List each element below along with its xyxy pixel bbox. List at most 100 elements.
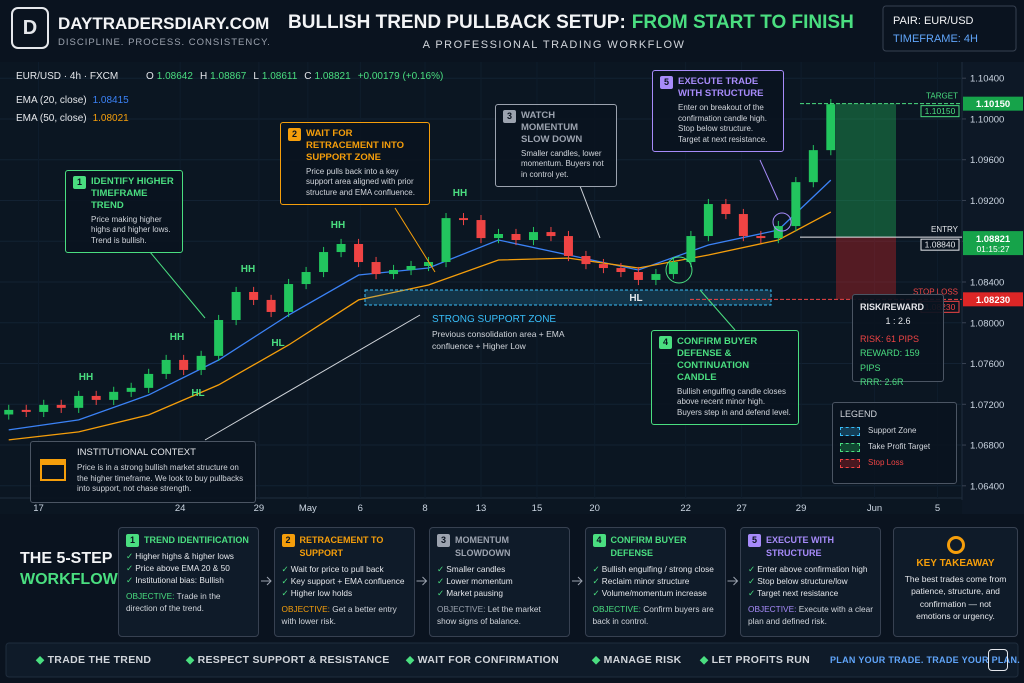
pivot-label: HL (271, 338, 284, 349)
context-body: Price is in a strong bullish market stru… (77, 462, 244, 494)
workflow-step: 4 CONFIRM BUYER DEFENSE ✓ Bullish engulfin… (584, 527, 726, 637)
candle-body (214, 320, 224, 356)
quote-key: C (304, 71, 311, 82)
check: ✓ (748, 588, 758, 599)
callout-head: 5 EXECUTE TRADE WITH STRUCTURE (660, 76, 776, 100)
step-item: ✓ Institutional bias: Bullish (126, 574, 251, 586)
step-head: 2 RETRACEMENT TO SUPPORT (281, 534, 407, 560)
step-list: ✓ Enter above confirmation high ✓ Stop be… (748, 563, 873, 599)
candle-body (756, 236, 766, 239)
step-item: ✓ Key support + EMA confluence (282, 575, 407, 587)
legend-item: Stop Loss (840, 458, 949, 469)
candle-body (563, 236, 573, 257)
objective-label: OBJECTIVE: (281, 604, 330, 615)
pair-box (882, 5, 1017, 52)
legend-swatch (840, 458, 860, 468)
objective-text: Confirm buyers are back in control. (592, 604, 714, 627)
step-number: 2 (281, 534, 295, 547)
footer-logo (988, 649, 1008, 671)
flow-arrow (416, 576, 428, 586)
callout: 5 EXECUTE TRADE WITH STRUCTURE Enter on br… (652, 70, 784, 152)
check: ✓ (281, 576, 291, 587)
y-tick-label: 1.10000 (970, 114, 1004, 125)
risk-title: RISK/REWARD (860, 302, 925, 312)
check: ✓ (592, 576, 602, 587)
legend-text: Take Profit Target (868, 441, 931, 451)
callout: 2 WAIT FOR RETRACEMENT INTO SUPPORT ZONE P… (280, 122, 430, 206)
step-head: 3 MOMENTUM SLOWDOWN (437, 534, 562, 560)
check: ✓ (281, 564, 291, 574)
step-list: ✓ Higher highs & higher lows ✓ Price abov… (126, 550, 251, 586)
confirm-circle (665, 256, 693, 284)
quote-value: 1.08821 (315, 71, 352, 82)
item-text: Key support + EMA confluence (290, 576, 405, 587)
support-body: Previous consolidation area + EMA conflu… (432, 329, 565, 352)
candle-body (109, 391, 119, 400)
footer-text: RESPECT SUPPORT & RESISTANCE (197, 654, 390, 666)
stop-loss-zone (836, 237, 896, 300)
tagline: DISCIPLINE. PROCESS. CONSISTENCY. (58, 37, 271, 48)
legend-value: 1.08415 (93, 95, 130, 106)
legend-entry: EMA (50, close) (16, 113, 87, 124)
step-item: ✓ Enter above confirmation high (748, 563, 873, 575)
footer-text: TRADE THE TREND (47, 654, 152, 666)
pivot-label: HH (241, 264, 255, 275)
quote-value: 1.08642 (157, 71, 194, 82)
callout-title: WAIT FOR RETRACEMENT INTO SUPPORT ZONE (306, 128, 404, 163)
stop-axis-label: 1.08230 (976, 295, 1010, 306)
callout-number: 3 (503, 110, 516, 123)
objective-label: OBJECTIVE: (748, 604, 797, 615)
candle-body (406, 266, 416, 270)
y-tick-label: 1.06400 (970, 481, 1004, 492)
entry-circle (772, 212, 792, 232)
step-list: ✓ Bullish engulfing / strong close ✓ Recl… (593, 563, 718, 599)
item-text: Wait for price to pull back (290, 564, 384, 574)
workflow-step: 1 TREND IDENTIFICATION ✓ Higher highs & hi… (118, 527, 259, 637)
y-tick-label: 1.08400 (970, 278, 1004, 289)
risk-pips: RISK: 61 PIPS (860, 333, 920, 344)
x-tick-label: 15 (532, 503, 543, 514)
title-highlight: FROM START TO FINISH (632, 12, 854, 33)
y-tick-label: 1.10400 (970, 74, 1004, 85)
takeaway-icon (946, 536, 965, 554)
support-title: STRONG SUPPORT ZONE (432, 314, 557, 325)
candle-body (266, 299, 276, 312)
quote-key: L (253, 71, 259, 82)
callout-body: Smaller candles, lower momentum. Buyers … (521, 148, 604, 180)
ema-line (8, 211, 832, 441)
item-text: Target next resistance (757, 588, 839, 599)
current-price-tag (963, 231, 1023, 256)
header-bg (0, 0, 1024, 62)
x-tick-label: 29 (254, 503, 265, 514)
step-number: 3 (437, 534, 450, 547)
quote-value: 1.08867 (210, 71, 247, 82)
candle-body (651, 274, 661, 280)
takeaway: KEY TAKEAWAY The best trades come from pa… (893, 527, 1018, 637)
candle-body (476, 220, 486, 239)
pivot-label: HH (453, 188, 467, 199)
current-timer: 01:15:27 (976, 244, 1009, 254)
stop-axis-tag (963, 292, 1023, 307)
step-item: ✓ Smaller candles (437, 563, 562, 575)
callout-head: 3 WATCH MOMENTUM SLOW DOWN (503, 110, 609, 146)
quote-value: 1.08611 (262, 71, 298, 82)
objective-label: OBJECTIVE: (437, 604, 486, 615)
subtitle: A PROFESSIONAL TRADING WORKFLOW (423, 39, 686, 51)
candle-body (773, 226, 783, 239)
footer-icon: ◆ (406, 654, 418, 666)
step-objective: OBJECTIVE: Get a better entry with lower… (282, 603, 407, 627)
step-item: ✓ Price above EMA 20 & 50 (126, 562, 251, 574)
step-title: TREND IDENTIFICATION (144, 535, 249, 545)
callout-head: 1 IDENTIFY HIGHER TIMEFRAME TREND (73, 176, 175, 212)
plot (0, 62, 962, 498)
footer-icon: ◆ (36, 654, 48, 666)
flow-arrow (572, 576, 583, 586)
context-title: INSTITUTIONAL CONTEXT (77, 447, 196, 458)
item-text: Higher highs & higher lows (135, 551, 234, 561)
step-title: EXECUTE WITH STRUCTURE (766, 535, 835, 558)
step-title: RETRACEMENT TO SUPPORT (299, 535, 384, 558)
legend-text: Stop Loss (868, 457, 904, 467)
step-number: 4 (592, 534, 606, 547)
callout-number: 4 (659, 336, 672, 349)
callout: 1 IDENTIFY HIGHER TIMEFRAME TREND Price ma… (65, 170, 183, 254)
